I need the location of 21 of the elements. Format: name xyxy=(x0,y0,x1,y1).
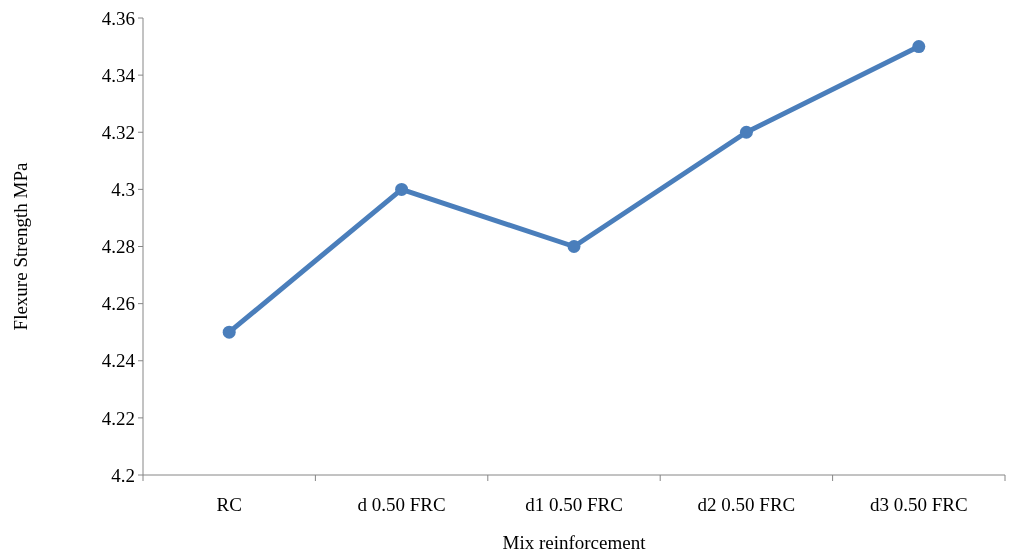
point xyxy=(912,40,926,54)
y-tick-label: 4.36 xyxy=(101,7,135,29)
y-tick-label: 4.26 xyxy=(101,293,135,315)
x-tick-label: d1 0.50 FRC xyxy=(525,494,623,515)
point xyxy=(739,125,753,139)
x-axis-title: Mix reinforcement xyxy=(502,532,647,553)
y-axis-title: Flexure Strength MPa xyxy=(10,162,31,331)
y-tick-label: 4.3 xyxy=(111,179,135,201)
x-tick-label: d 0.50 FRC xyxy=(357,494,446,515)
x-tick-label: d3 0.50 FRC xyxy=(869,494,968,515)
x-tick-label: RC xyxy=(216,494,242,515)
y-tick-label: 4.34 xyxy=(101,64,136,86)
point xyxy=(222,325,236,339)
point xyxy=(567,240,581,253)
y-tick-label: 4.2 xyxy=(111,464,135,486)
y-tick-label: 4.32 xyxy=(101,121,135,143)
y-tick-label: 4.28 xyxy=(101,236,135,258)
y-tick-label: 4.22 xyxy=(101,407,135,429)
point xyxy=(395,182,409,196)
y-tick-label: 4.24 xyxy=(101,350,136,372)
x-tick-label: d2 0.50 FRC xyxy=(697,494,796,515)
